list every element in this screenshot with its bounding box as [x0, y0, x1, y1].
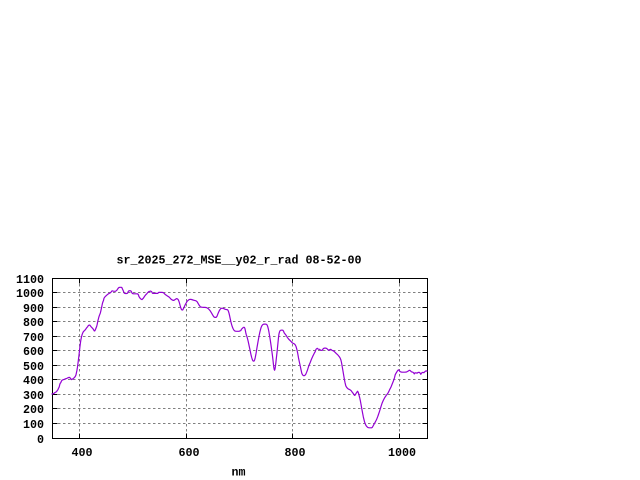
- svg-text:500: 500: [23, 360, 44, 374]
- svg-text:700: 700: [23, 331, 44, 345]
- svg-text:300: 300: [23, 389, 44, 403]
- svg-text:sr_2025_272_MSE__y02_r_rad 08-: sr_2025_272_MSE__y02_r_rad 08-52-00: [117, 253, 362, 267]
- svg-text:800: 800: [285, 446, 306, 460]
- svg-text:1000: 1000: [388, 446, 416, 460]
- svg-text:400: 400: [71, 446, 92, 460]
- svg-text:1100: 1100: [16, 273, 44, 287]
- svg-text:200: 200: [23, 403, 44, 417]
- svg-text:600: 600: [23, 345, 44, 359]
- svg-text:800: 800: [23, 316, 44, 330]
- svg-text:100: 100: [23, 418, 44, 432]
- svg-text:900: 900: [23, 302, 44, 316]
- svg-text:400: 400: [23, 374, 44, 388]
- svg-text:nm: nm: [231, 465, 245, 479]
- svg-text:1000: 1000: [16, 287, 44, 301]
- svg-text:600: 600: [179, 446, 200, 460]
- svg-text:0: 0: [37, 433, 44, 447]
